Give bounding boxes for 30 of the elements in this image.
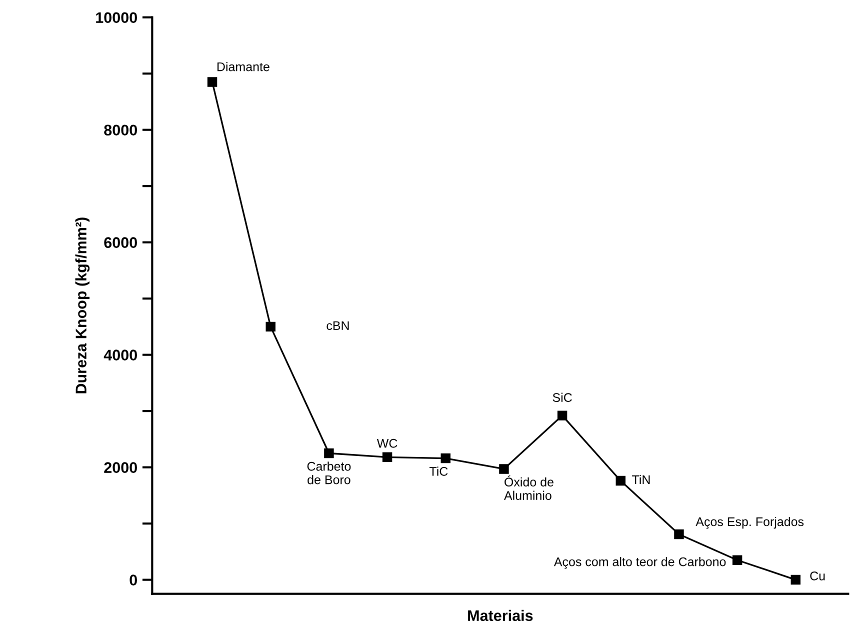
annotation: Cu [810,572,825,580]
point [440,453,450,464]
annotation: TiC [429,466,448,476]
annotation: Diamante [217,62,270,72]
annotation: TiN [632,474,650,484]
annotation: cBN [326,321,349,330]
annotation: Carbeto de Boro [307,462,351,484]
annotation: WC [376,438,398,448]
y-tick-label: 8000 [104,124,137,136]
y-axis-title: Dureza Knoop (kgf/mm²) [75,218,90,394]
point [382,452,392,462]
y-tick-label: 2000 [104,462,137,473]
x-axis-title: Materiais [468,610,533,622]
point [324,448,334,458]
point [790,574,801,585]
annotation: Aços com alto teor de Carbono [554,557,726,569]
y-tick-label: 10000 [96,12,137,24]
y-tick-label: 0 [130,574,137,586]
annotation: Óxido de Aluminio [504,476,554,500]
annotation: Aços Esp. Forjados [696,516,804,529]
y-tick-label: 6000 [104,237,137,248]
point [207,77,218,87]
point [732,555,742,565]
point [616,476,626,486]
point [266,322,276,332]
annotation: SiC [552,392,572,402]
point [499,464,509,474]
point [557,410,568,420]
y-tick-label: 4000 [104,350,137,360]
point [674,529,684,540]
